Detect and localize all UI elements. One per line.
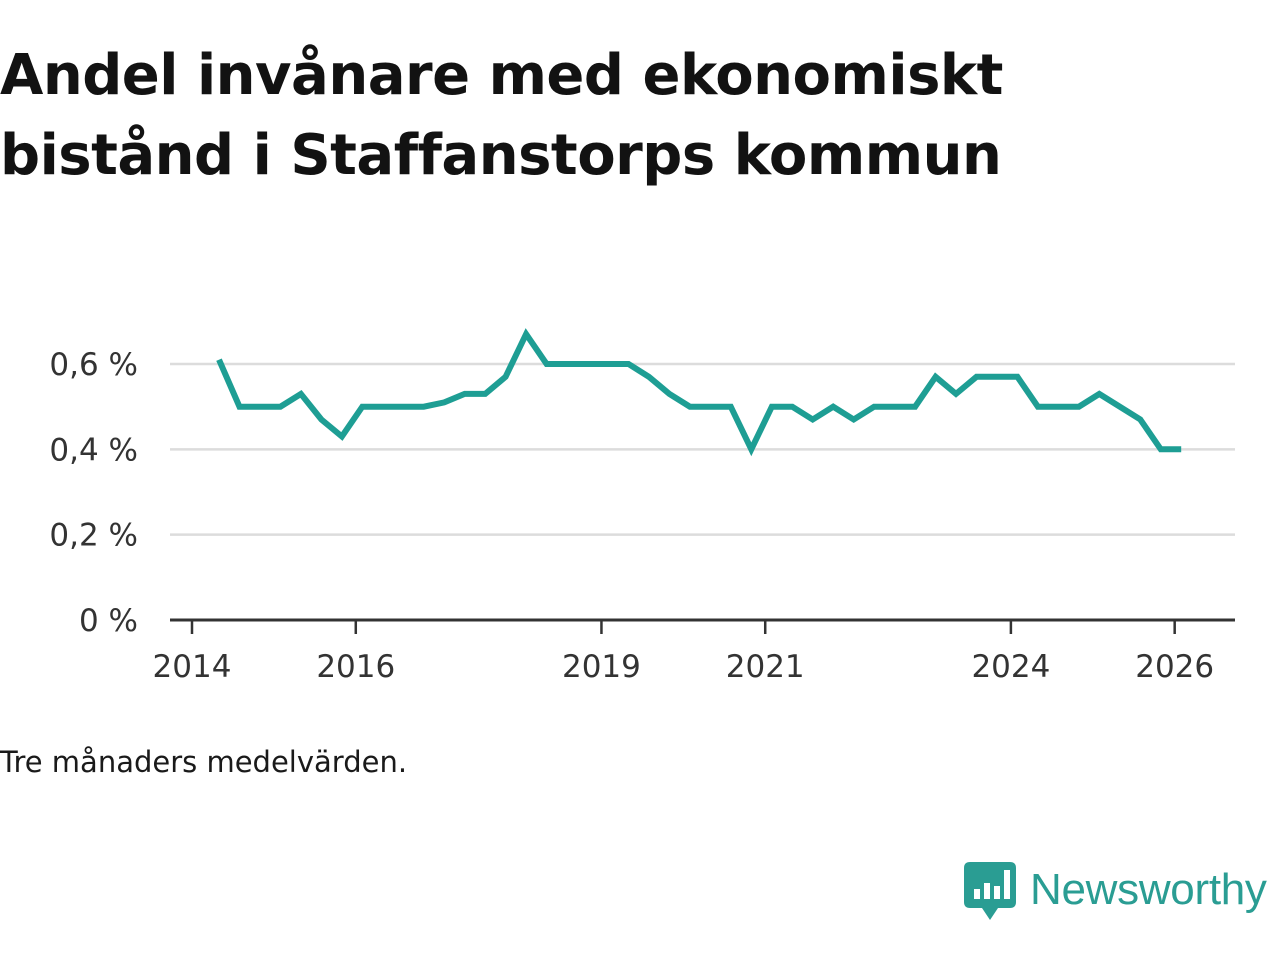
series-line — [216, 328, 1182, 457]
grid-lines — [170, 362, 1235, 536]
chart-title: Andel invånare med ekonomiskt bistånd i … — [0, 43, 1003, 188]
logo-text: Newsworthy — [1030, 865, 1267, 914]
x-tick-label: 2019 — [562, 649, 641, 685]
x-tick-label: 2024 — [971, 649, 1050, 685]
x-tick-label: 2021 — [726, 649, 805, 685]
x-tick-label: 2014 — [153, 649, 232, 685]
chart-caption: Tre månaders medelvärden. — [0, 745, 408, 779]
y-axis-labels: 0 % 0,2 % 0,4 % 0,6 % — [49, 347, 138, 639]
newsworthy-logo[interactable]: Newsworthy — [964, 862, 1267, 932]
newsworthy-chart-icon — [964, 862, 1016, 920]
x-tick-label: 2016 — [316, 649, 395, 685]
series-layer — [216, 328, 1182, 457]
y-tick-label: 0,6 % — [49, 347, 138, 383]
x-tick-label: 2026 — [1135, 649, 1214, 685]
y-tick-label: 0 % — [79, 603, 138, 639]
y-tick-label: 0,4 % — [49, 432, 138, 468]
x-axis: 2014 2016 2019 2021 2024 2026 — [153, 618, 1235, 685]
y-tick-label: 0,2 % — [49, 518, 138, 554]
